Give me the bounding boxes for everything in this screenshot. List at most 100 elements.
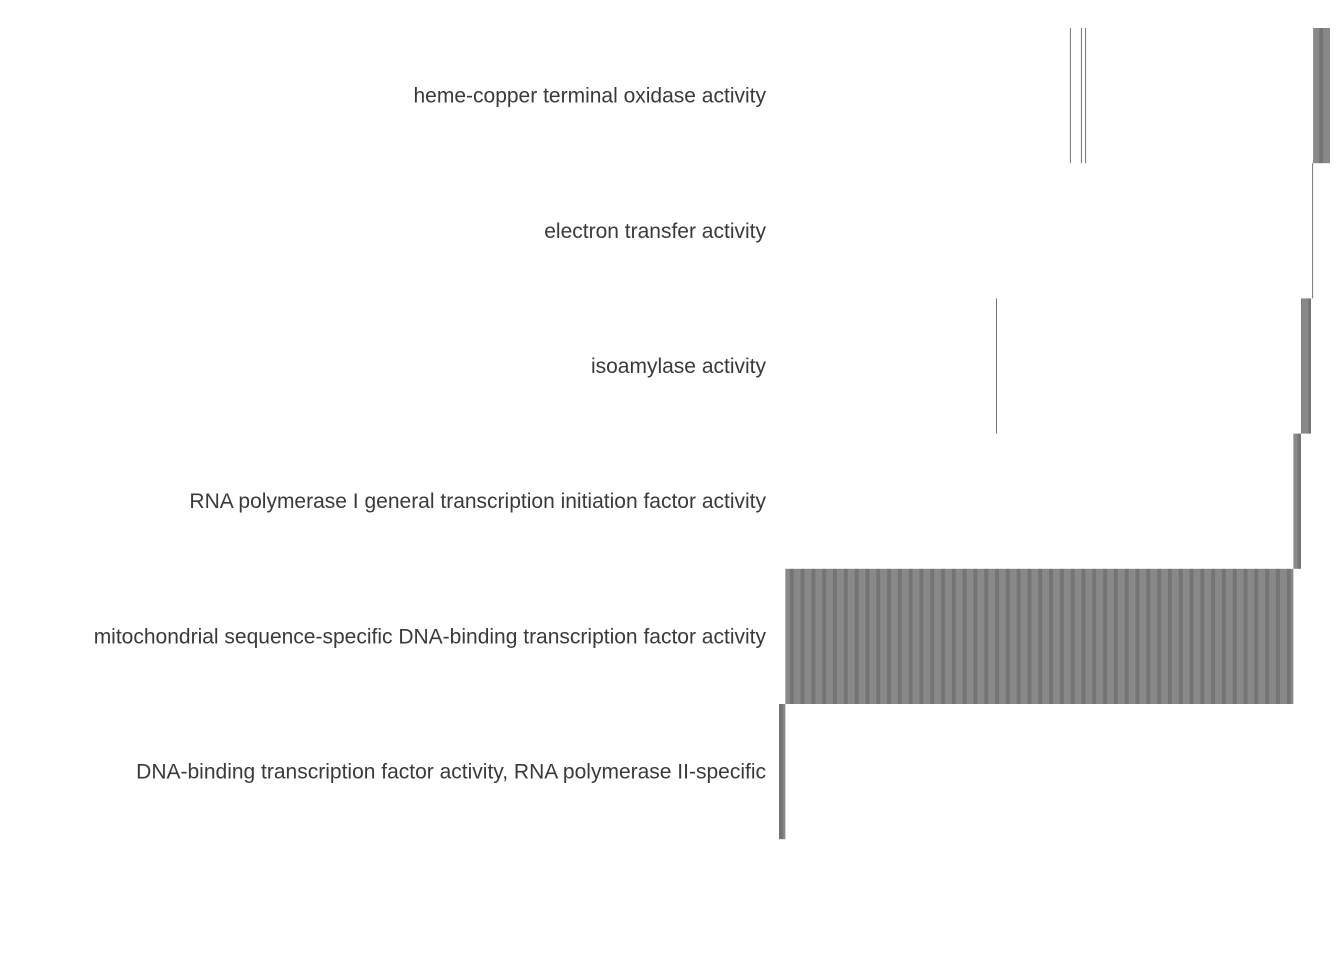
cell-row3-col472 [1299, 433, 1300, 569]
cell-row4-col55 [839, 568, 841, 704]
cell-row4-col236 [1039, 568, 1040, 704]
cell-row4-col325 [1137, 568, 1138, 704]
cell-row4-col154 [948, 568, 950, 704]
cell-row4-col81 [868, 568, 869, 704]
cell-row4-col168 [964, 568, 965, 704]
cell-row4-col76 [862, 568, 864, 704]
cell-row4-col176 [972, 568, 974, 704]
cell-row4-col221 [1022, 568, 1024, 704]
cell-row4-col367 [1183, 568, 1185, 704]
cell-row4-col436 [1259, 568, 1261, 704]
cell-row2-col197 [996, 298, 997, 434]
cell-row4-col82 [869, 568, 871, 704]
cell-row4-col107 [896, 568, 898, 704]
cell-row4-col112 [902, 568, 904, 704]
cell-row4-col460 [1285, 568, 1287, 704]
cell-row4-col122 [913, 568, 915, 704]
cell-row4-col91 [879, 568, 880, 704]
cell-row0-col499 [1328, 28, 1330, 164]
cell-row4-col120 [911, 568, 912, 704]
cell-row4-col262 [1067, 568, 1069, 704]
cell-row4-col363 [1179, 568, 1180, 704]
cell-row4-col173 [969, 568, 971, 704]
cell-row4-col15 [795, 568, 797, 704]
cell-row4-col443 [1267, 568, 1268, 704]
cell-row4-col100 [889, 568, 890, 704]
cell-row4-col356 [1171, 568, 1173, 704]
cell-row4-col321 [1132, 568, 1134, 704]
cell-row4-col420 [1241, 568, 1243, 704]
cell-row4-col31 [813, 568, 814, 704]
cell-row4-col349 [1163, 568, 1165, 704]
cell-row4-col222 [1023, 568, 1025, 704]
cell-row4-col191 [989, 568, 991, 704]
cell-row4-col160 [955, 568, 957, 704]
cell-row4-col189 [987, 568, 988, 704]
cell-row4-col343 [1156, 568, 1158, 704]
cell-row4-col344 [1158, 568, 1159, 704]
cell-row4-col304 [1114, 568, 1115, 704]
cell-row4-col185 [982, 568, 984, 704]
cell-row4-col327 [1139, 568, 1141, 704]
cell-row4-col126 [917, 568, 919, 704]
cell-row4-col357 [1172, 568, 1174, 704]
cell-row4-col201 [1000, 568, 1002, 704]
cell-row4-col406 [1226, 568, 1228, 704]
cell-row4-col387 [1205, 568, 1207, 704]
cell-row4-col342 [1155, 568, 1157, 704]
cell-row4-col407 [1227, 568, 1229, 704]
cell-row4-col103 [892, 568, 894, 704]
cell-row4-col12 [792, 568, 793, 704]
cell-row4-col156 [950, 568, 952, 704]
cell-row4-col29 [810, 568, 812, 704]
cell-row4-col106 [895, 568, 897, 704]
cell-row4-col393 [1212, 568, 1213, 704]
cell-row4-col150 [944, 568, 945, 704]
cell-row4-col258 [1063, 568, 1065, 704]
cell-row4-col24 [805, 568, 807, 704]
cell-row4-col233 [1035, 568, 1037, 704]
cell-row4-col328 [1140, 568, 1142, 704]
cell-row4-col18 [798, 568, 800, 704]
cell-row2-col482 [1310, 298, 1311, 434]
cell-row4-col390 [1208, 568, 1210, 704]
cell-row4-col94 [882, 568, 884, 704]
cell-row4-col217 [1018, 568, 1019, 704]
cell-row4-col347 [1161, 568, 1163, 704]
cell-row4-col138 [931, 568, 932, 704]
cell-row4-col115 [905, 568, 907, 704]
cell-row4-col247 [1051, 568, 1052, 704]
cell-row4-col163 [958, 568, 960, 704]
cell-row4-col38 [820, 568, 822, 704]
cell-row4-col353 [1168, 568, 1169, 704]
cell-row4-col385 [1203, 568, 1204, 704]
cell-row4-col205 [1004, 568, 1006, 704]
cell-row4-col297 [1106, 568, 1107, 704]
cell-row4-col308 [1118, 568, 1120, 704]
cell-row4-col289 [1097, 568, 1099, 704]
cell-row4-col279 [1086, 568, 1088, 704]
cell-row4-col58 [842, 568, 844, 704]
cell-row4-col296 [1105, 568, 1106, 704]
cell-row4-col208 [1008, 568, 1009, 704]
cell-row4-col244 [1047, 568, 1049, 704]
cell-row4-col317 [1128, 568, 1130, 704]
cell-row4-col292 [1100, 568, 1102, 704]
cell-row4-col161 [956, 568, 958, 704]
cell-row4-col428 [1250, 568, 1252, 704]
cell-row4-col423 [1245, 568, 1246, 704]
cell-row4-col224 [1025, 568, 1027, 704]
cell-row4-col336 [1149, 568, 1150, 704]
cell-row4-col105 [894, 568, 896, 704]
cell-row4-col184 [981, 568, 983, 704]
cell-row4-col294 [1102, 568, 1104, 704]
cell-row4-col434 [1257, 568, 1258, 704]
cell-row4-col377 [1194, 568, 1196, 704]
cell-row4-col10 [790, 568, 791, 704]
cell-row4-col165 [960, 568, 962, 704]
cell-row4-col424 [1246, 568, 1247, 704]
cell-row4-col125 [916, 568, 918, 704]
cell-row4-col408 [1228, 568, 1230, 704]
cell-row4-col379 [1196, 568, 1198, 704]
cell-row4-col210 [1010, 568, 1012, 704]
